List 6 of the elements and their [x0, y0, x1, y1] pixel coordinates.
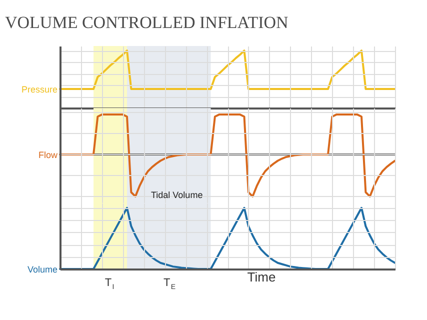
y-axis-title: Flow [38, 150, 58, 160]
chart-title: VOLUME CONTROLLED INFLATION [4, 13, 288, 32]
annotation: Tidal Volume [151, 190, 203, 200]
x-axis-title: Time [247, 270, 276, 284]
y-axis-title: Volume [27, 264, 58, 274]
y-axis-title: Pressure [21, 84, 58, 95]
